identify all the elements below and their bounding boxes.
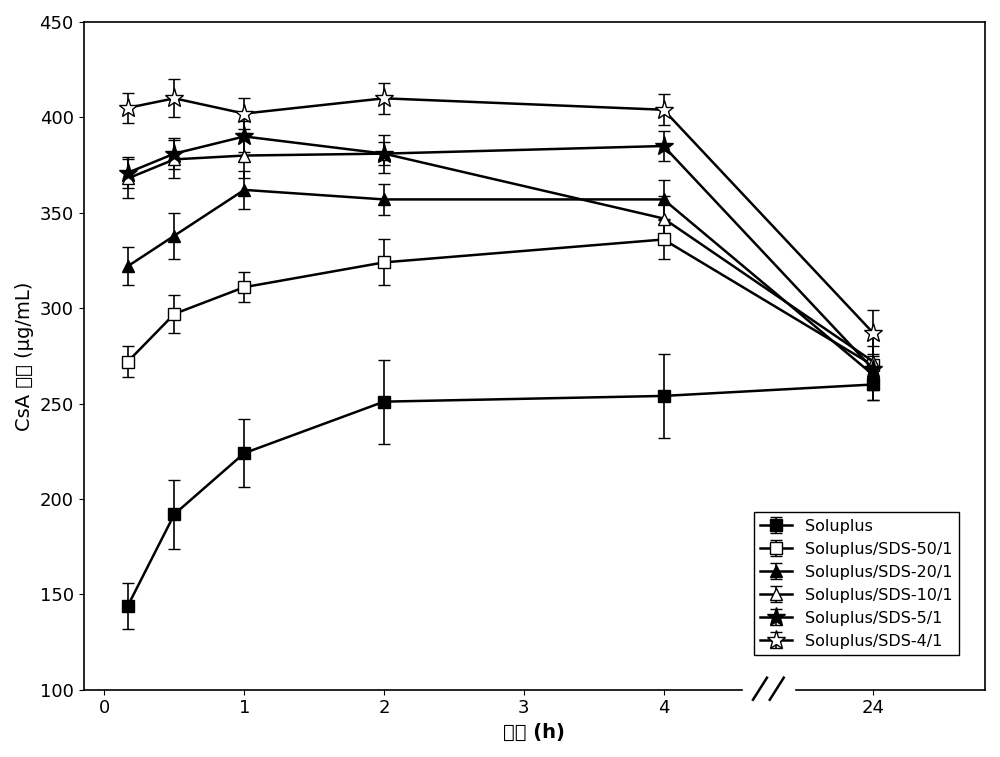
Bar: [743, 673, 794, 706]
Y-axis label: CsA 浓度 (μg/mL): CsA 浓度 (μg/mL): [15, 281, 34, 431]
Legend: Soluplus, Soluplus/SDS-50/1, Soluplus/SDS-20/1, Soluplus/SDS-10/1, Soluplus/SDS-: Soluplus, Soluplus/SDS-50/1, Soluplus/SD…: [754, 512, 959, 655]
X-axis label: 时间 (h): 时间 (h): [503, 723, 565, 742]
